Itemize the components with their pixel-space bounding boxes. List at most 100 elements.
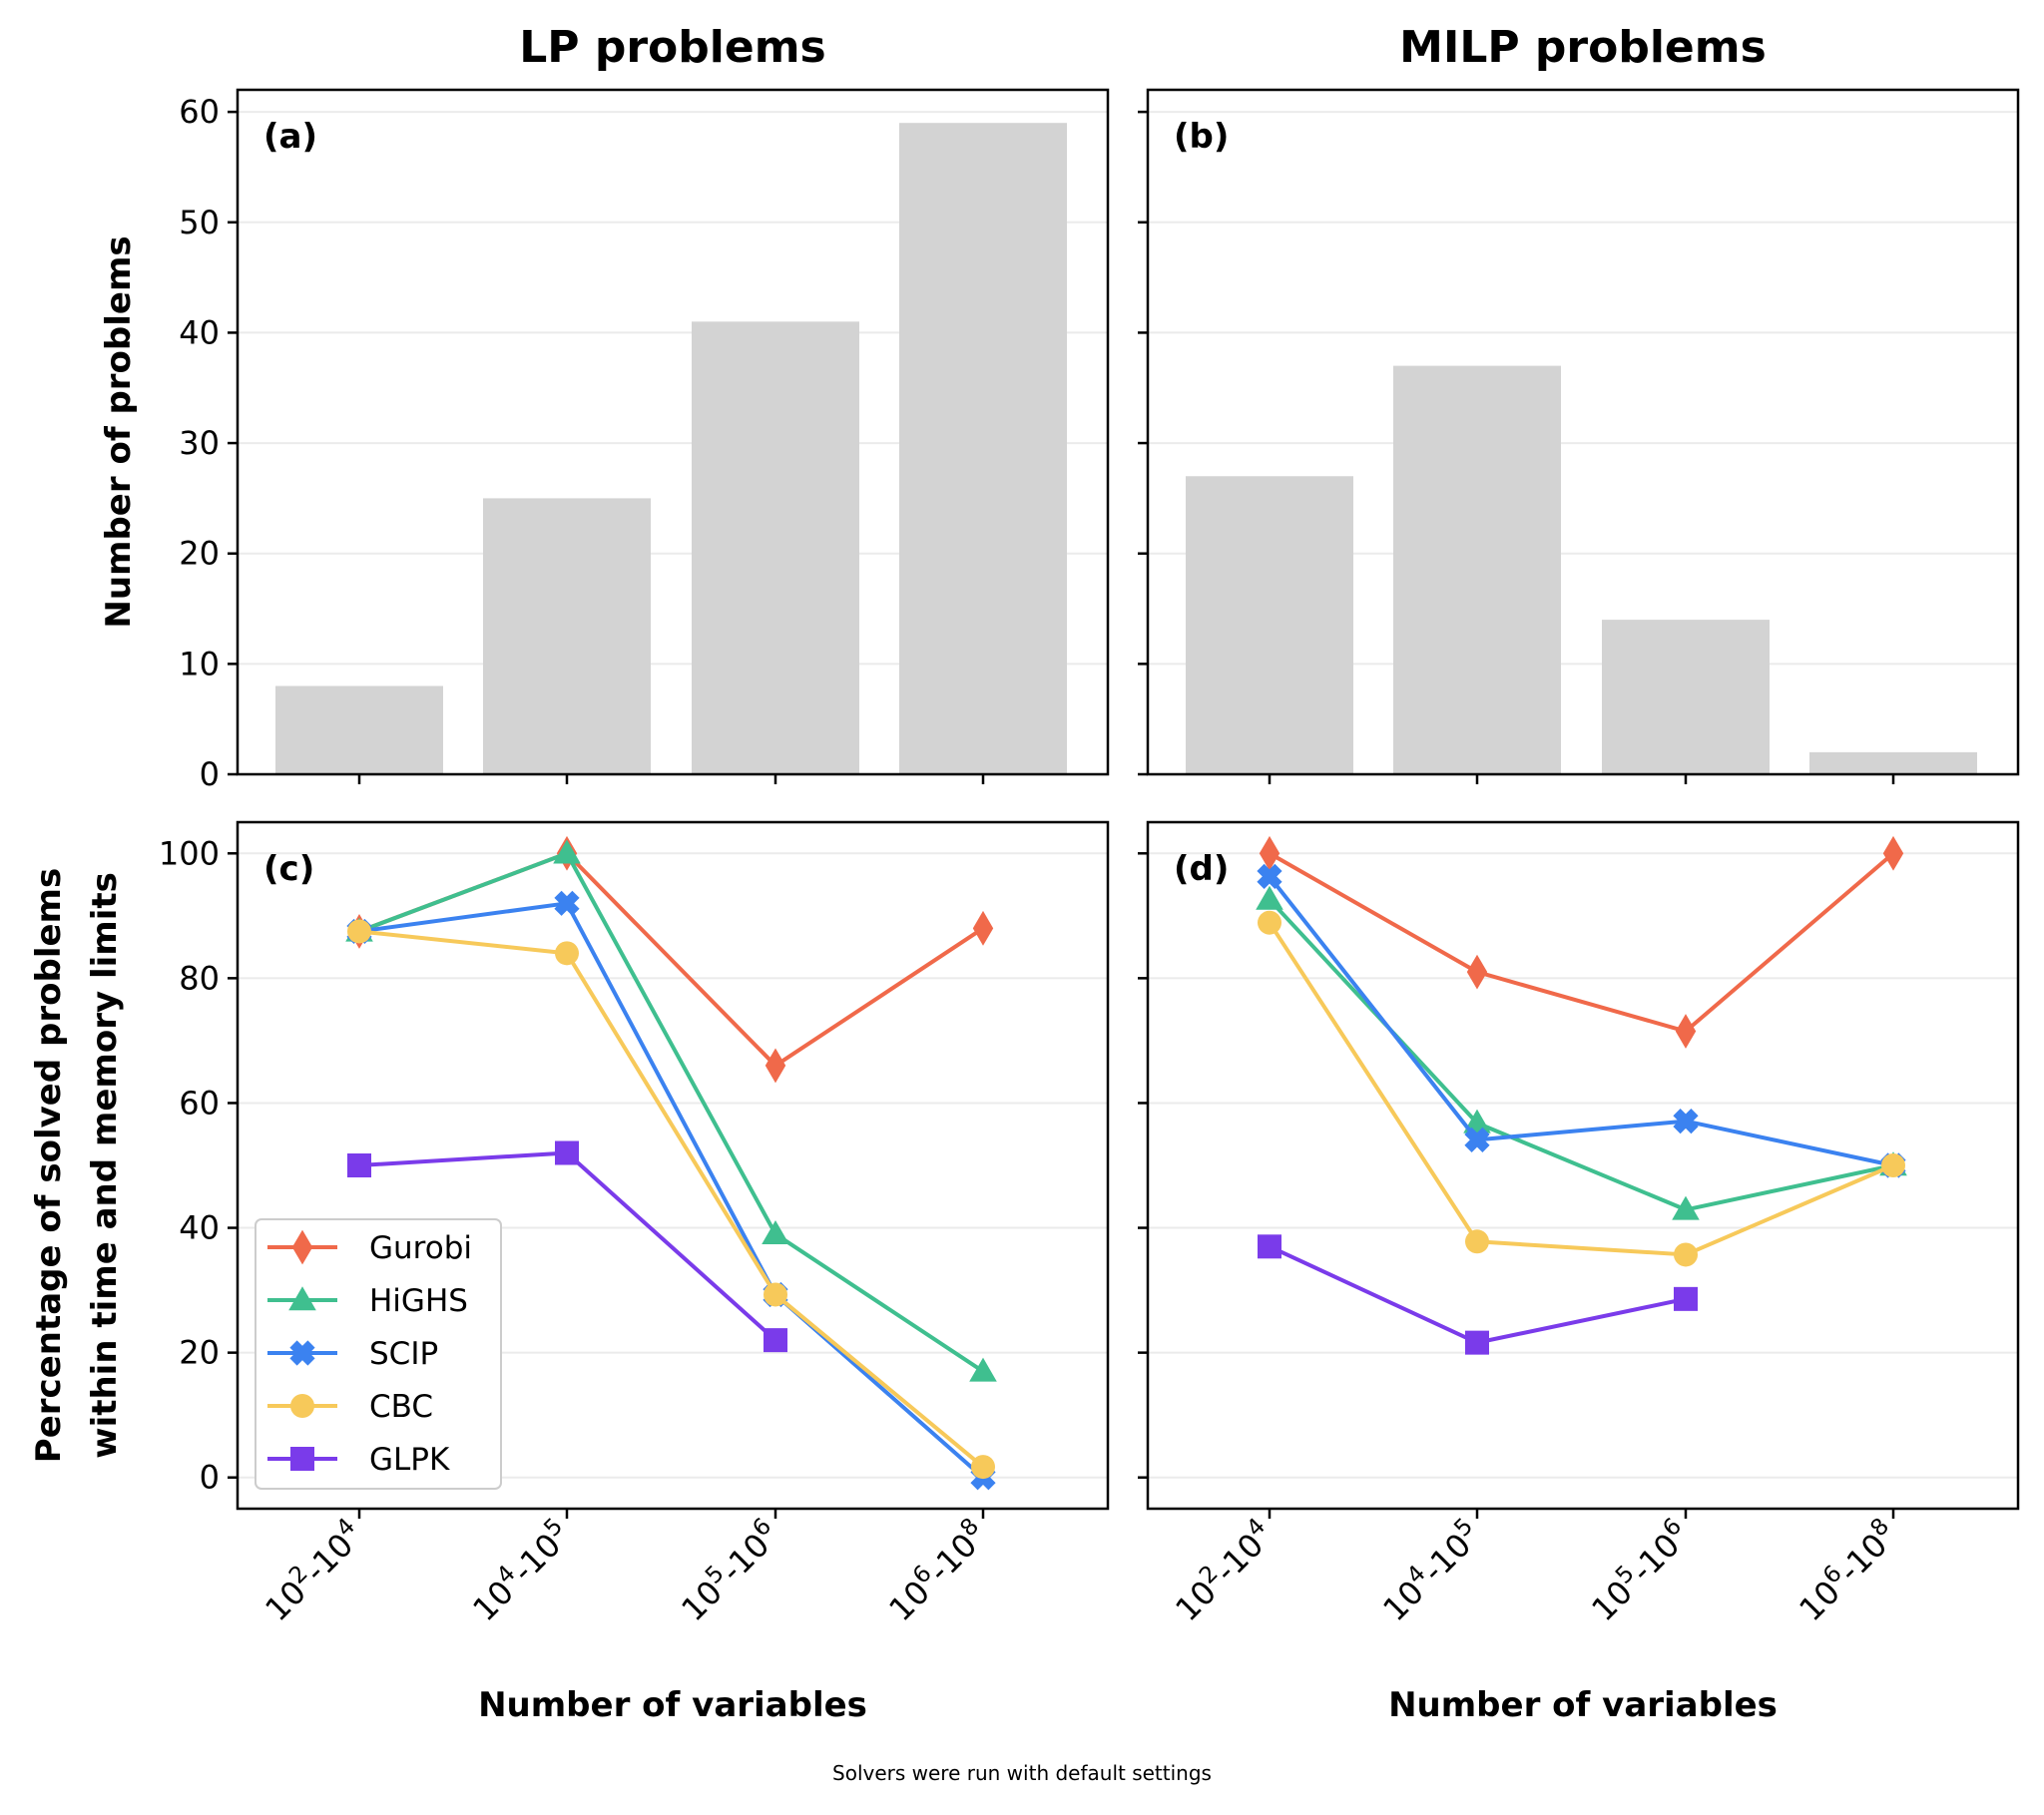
x-tick-label: 105-106 [1582,1514,1697,1628]
y-tick-label: 60 [179,1084,220,1122]
bar [275,685,443,774]
axes-frame [1146,88,2020,776]
marker-triangle [1256,885,1283,910]
marker-square [347,1153,371,1177]
series-gurobi [1259,835,1904,1049]
panel-b: (b) MILP problems [1138,22,2020,784]
series-line [1269,1244,1687,1345]
bar [1602,620,1770,774]
series-line [1268,921,1894,1257]
marker-triangle [288,1286,316,1311]
legend-entry-scip: SCIP [267,1336,438,1372]
marker-triangle [1672,1195,1700,1220]
marker-circle [347,919,371,944]
marker-x [554,890,580,916]
marker-x [1464,1127,1490,1152]
marker-triangle [1463,1109,1491,1134]
marker-circle [971,1455,995,1480]
series-line [358,929,985,1469]
marker-square [1465,1330,1489,1355]
marker-diamond [1466,954,1488,990]
legend-entry-gurobi: Gurobi [267,1229,472,1266]
bar [1393,365,1561,774]
marker-square [290,1447,314,1471]
marker-circle [555,941,579,966]
marker-triangle [553,839,581,864]
x-tick-label: 102-104 [256,1514,370,1628]
marker-square [764,1328,787,1353]
bar [1809,751,1977,774]
y-axis-label: Number of problems [99,235,139,628]
bar [1186,476,1353,774]
marker-x [1673,1108,1699,1134]
marker-x [289,1340,315,1366]
y-tick-label: 60 [179,93,220,131]
panel-c: 0 20 40 60 80 100 102-104 104-105 105-106 106-108… [29,820,1110,1725]
x-tick-label: 106-108 [879,1514,994,1628]
series-glpk [1258,1234,1698,1355]
marker-diamond [972,910,994,946]
x-tick-label: 102-104 [1166,1514,1280,1628]
series-line [1268,898,1894,1212]
y-tick-label: 10 [179,645,220,682]
marker-x [1257,863,1282,890]
y-tick-label: 0 [200,1459,220,1497]
legend-label: HiGHS [369,1283,468,1319]
footnote: Solvers were run with default settings [832,1761,1212,1785]
panel-label: (d) [1174,849,1229,889]
x-tick-label: 104-105 [463,1514,578,1628]
y-tick-label: 20 [179,535,220,573]
y-axis-label: Percentage of solved problems within time… [29,868,125,1463]
legend-label: SCIP [369,1336,438,1372]
series-line [1268,875,1894,1167]
y-tick-label: 50 [179,204,220,241]
marker-square [1674,1286,1698,1311]
legend-entry-cbc: CBC [267,1389,433,1425]
panel-title: LP problems [519,22,825,73]
legend-entry-glpk: GLPK [267,1442,450,1478]
axes-frame [1146,820,2020,1511]
panel-title: MILP problems [1399,22,1767,73]
marker-circle [1881,1153,1905,1177]
marker-diamond [291,1229,313,1265]
marker-diamond [1675,1014,1697,1049]
marker-circle [764,1282,787,1307]
y-tick-label: 20 [179,1334,220,1372]
axes-frame [236,820,1110,1511]
series-cbc [1258,910,1905,1267]
x-tick-label: 106-108 [1789,1514,1904,1628]
x-tick-label: 105-106 [672,1514,786,1628]
bar [899,123,1067,775]
x-tick-label: 104-105 [1373,1514,1488,1628]
y-tick-label: 100 [159,834,220,872]
marker-circle [1674,1242,1698,1267]
y-tick-label: 80 [179,959,220,997]
legend-entry-highs: HiGHS [267,1283,468,1319]
series-line [358,851,985,1374]
marker-triangle [969,1357,997,1382]
marker-diamond [1882,835,1904,871]
y-tick-label: 40 [179,1209,220,1247]
series-line [358,901,985,1480]
panel-d: 102-104 104-105 105-106 106-108 Number of va… [1138,820,2020,1725]
marker-diamond [1259,835,1280,871]
marker-circle [1465,1229,1489,1254]
marker-square [1258,1234,1281,1259]
legend: Gurobi HiGHS SCIP CBC GLPK [255,1218,502,1490]
marker-square [555,1140,579,1165]
bar [692,321,859,774]
marker-circle [290,1394,314,1418]
series-glpk [347,1140,787,1353]
legend-label: CBC [369,1389,433,1425]
panel-a: 0 10 20 30 40 50 60 (a) LP problems Number of pro… [99,22,1110,793]
legend-box [255,1218,502,1490]
legend-label: Gurobi [369,1230,472,1266]
marker-triangle [762,1220,789,1244]
x-axis-label: Number of variables [1388,1685,1778,1725]
x-axis-label: Number of variables [478,1685,867,1725]
y-tick-label: 40 [179,313,220,351]
marker-diamond [765,1048,786,1084]
panel-label: (a) [263,117,317,157]
y-tick-label: 30 [179,424,220,462]
